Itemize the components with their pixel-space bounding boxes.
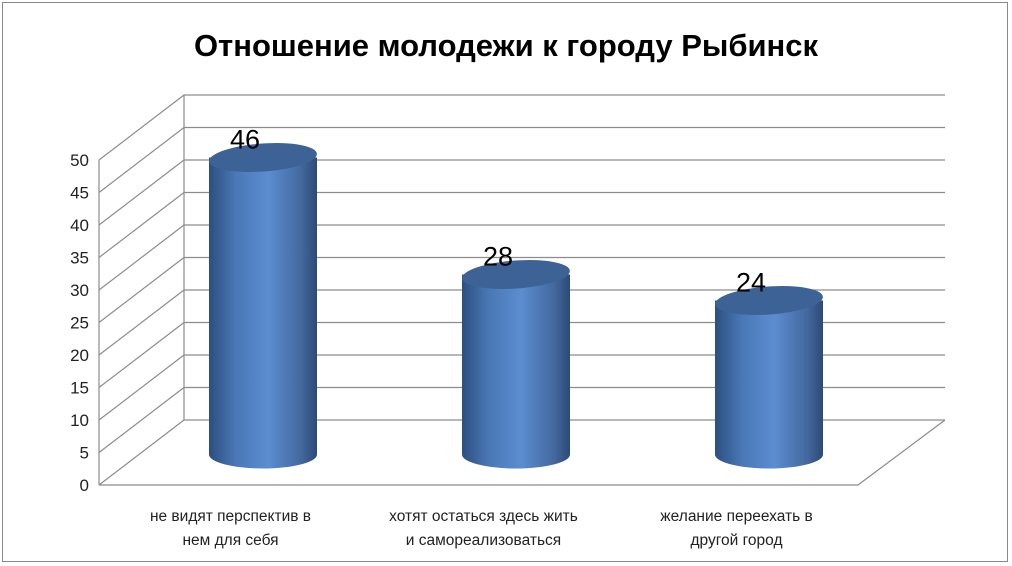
y-tick-label: 25 — [70, 314, 89, 333]
chart-title: Отношение молодежи к городу Рыбинск — [194, 28, 819, 63]
data-label: 46 — [230, 125, 260, 155]
x-category-label: хотят остаться здесь жить — [389, 508, 578, 525]
bar: 46 — [209, 125, 317, 469]
x-category-label: не видят перспектив в — [150, 508, 311, 525]
y-tick-label: 30 — [70, 281, 89, 300]
y-tick-label: 10 — [70, 411, 89, 430]
y-tick-label: 50 — [70, 151, 89, 170]
floor-edge — [99, 419, 946, 486]
y-tick-label: 40 — [70, 216, 89, 235]
x-category-label: и самореализоваться — [406, 532, 561, 549]
x-category-label: нем для себя — [182, 532, 278, 549]
bar: 24 — [715, 268, 823, 469]
x-category-label: другой город — [690, 532, 782, 549]
y-tick-label: 15 — [70, 379, 89, 398]
x-axis-labels: не видят перспектив в нем для себя хотят о… — [150, 508, 813, 549]
bar-top — [462, 260, 570, 289]
y-axis-ticks: 0 5 10 15 20 25 30 35 40 45 50 — [70, 151, 89, 495]
bar-body — [462, 274, 570, 469]
gridlines — [98, 94, 946, 486]
bar-top — [209, 143, 317, 172]
y-tick-label: 5 — [80, 444, 89, 463]
y-tick-label: 45 — [70, 184, 89, 203]
bar-body — [209, 157, 317, 469]
y-tick-label: 0 — [80, 476, 89, 495]
y-tick-label: 35 — [70, 249, 89, 268]
data-label: 24 — [736, 268, 766, 298]
y-tick-label: 20 — [70, 346, 89, 365]
bar-top — [715, 286, 823, 315]
data-label: 28 — [483, 242, 513, 272]
bars: 46 28 24 — [209, 125, 823, 469]
bar-body — [715, 300, 823, 469]
x-category-label: желание переехать в — [660, 508, 812, 525]
bar: 28 — [462, 242, 570, 469]
